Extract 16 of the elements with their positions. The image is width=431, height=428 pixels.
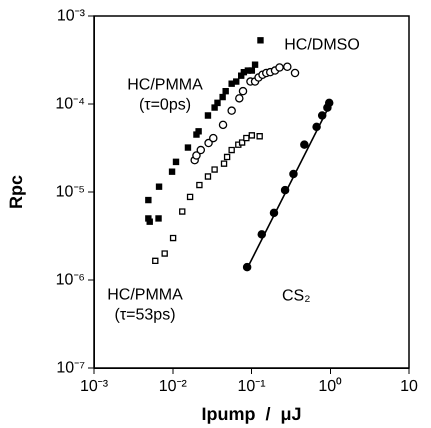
x-axis-title: Ipump / μJ [201, 404, 302, 424]
x-tick-label: 10⁻³ [80, 378, 109, 396]
y-axis-title: Rpc [6, 174, 26, 210]
y-tick-label: 10⁻⁴ [55, 95, 86, 112]
y-tick-label: 10⁻⁵ [56, 183, 85, 200]
series-label: HC/DMSO [284, 36, 360, 54]
y-tick-label: 10⁻⁶ [56, 271, 85, 288]
x-tick-label: 10 [400, 378, 418, 396]
x-tick-label: 10⁻¹ [237, 378, 266, 396]
y-tick-label: 10⁻⁷ [56, 359, 86, 376]
text: HC/PMMA (τ=53ps) [107, 286, 184, 324]
x-tick-label: 10⁻² [158, 378, 188, 396]
series-label: HC/PMMA (τ=0ps) [127, 76, 204, 114]
y-tick-label: 10⁻³ [56, 7, 86, 24]
x-tick-label: 10⁰ [318, 377, 342, 396]
text: CS₂ [282, 287, 310, 304]
